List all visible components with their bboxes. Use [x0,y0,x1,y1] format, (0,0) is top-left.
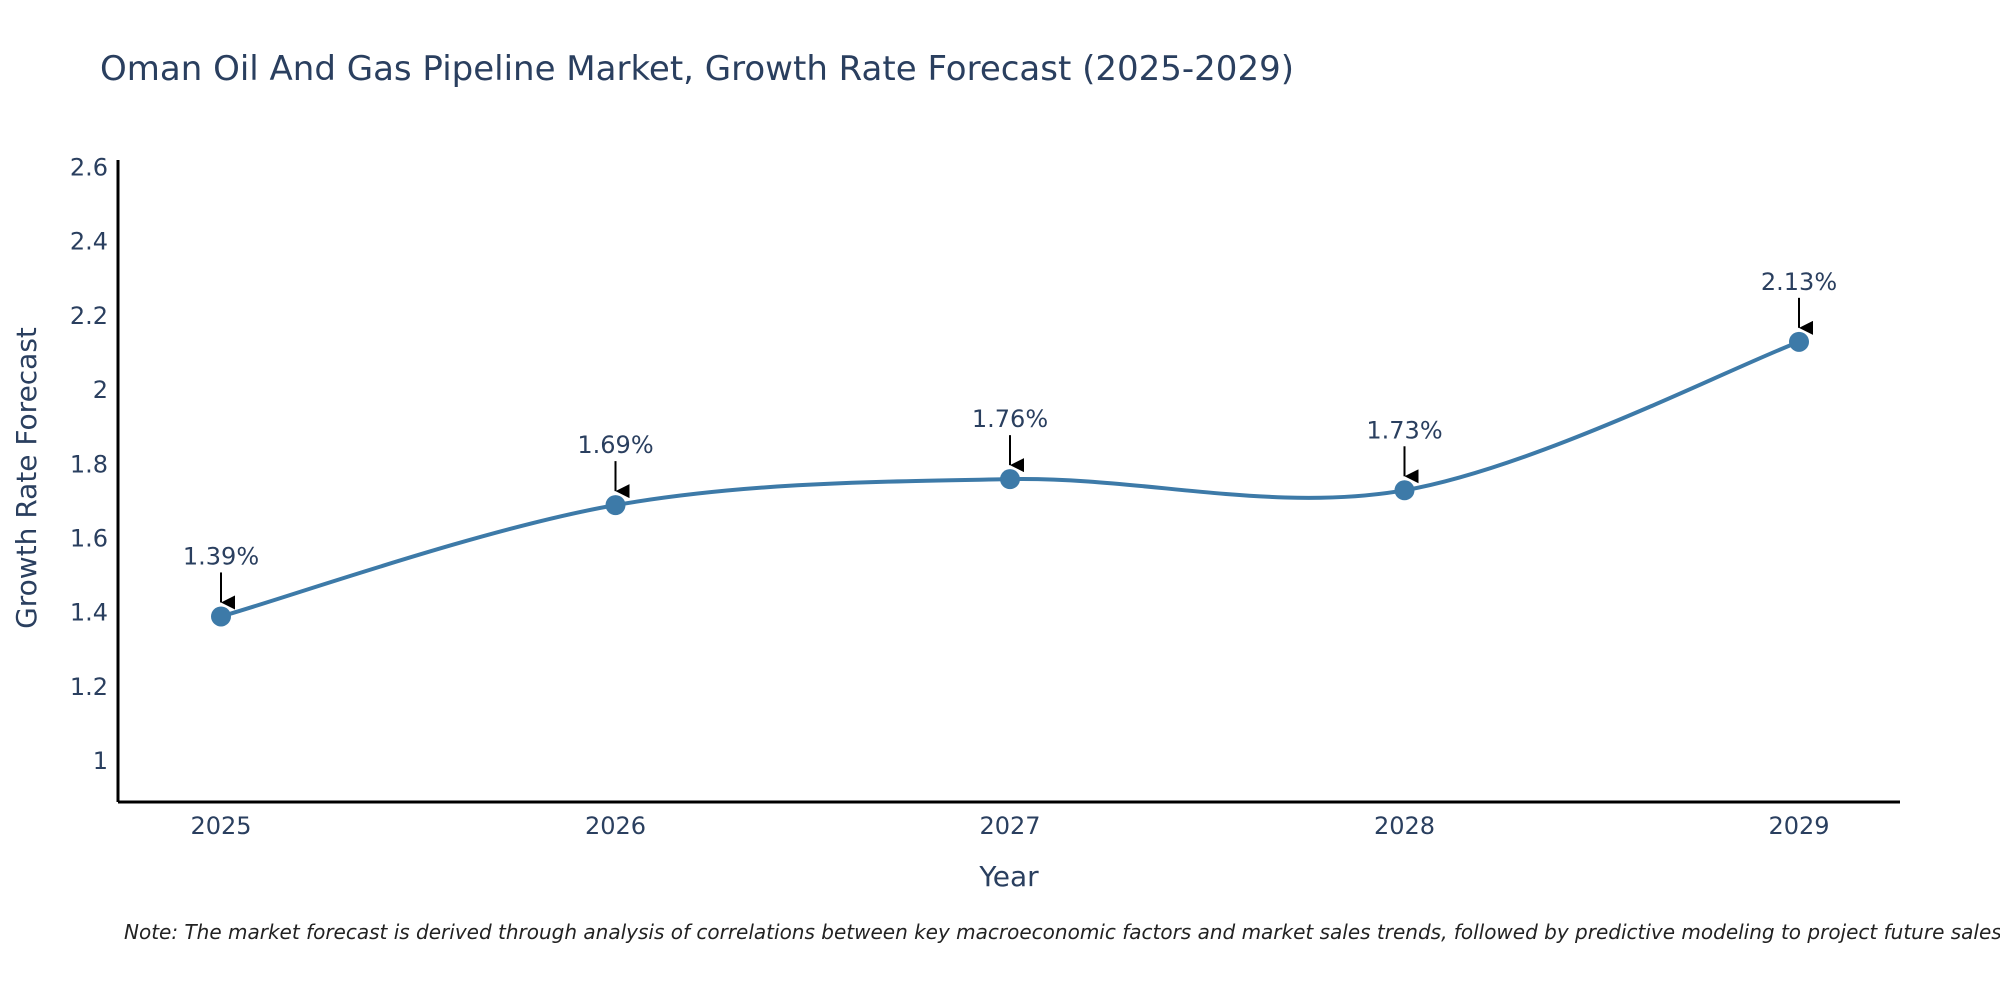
y-tick-label: 1.2 [70,673,108,701]
data-point[interactable] [1394,480,1415,501]
y-tick-label: 1.6 [70,525,108,553]
y-tick-label: 1.8 [70,450,108,478]
x-tick-label: 2027 [979,812,1040,840]
data-label: 1.73% [1366,416,1442,444]
x-tick-label: 2029 [1768,812,1829,840]
data-annotations: 1.39% 1.69% 1.76% 1.73% 2.13% [183,268,1837,610]
x-tick-label: 2028 [1374,812,1435,840]
y-axis-ticks: 1 1.2 1.4 1.6 1.8 2 2.2 2.4 2.6 [70,153,108,775]
y-tick-label: 2.4 [70,228,108,256]
data-point[interactable] [211,606,231,627]
data-point[interactable] [1000,469,1020,490]
data-point[interactable] [1789,331,1809,352]
y-tick-label: 2.6 [70,153,108,181]
x-tick-label: 2026 [585,812,646,840]
y-tick-label: 2.2 [70,302,108,330]
data-label: 2.13% [1761,268,1837,296]
footnote: Note: The market forecast is derived thr… [124,920,2000,944]
data-label: 1.39% [183,542,259,570]
y-axis-title: Growth Rate Forecast [10,327,43,629]
data-label: 1.69% [577,431,653,459]
x-axis-title: Year [978,860,1039,893]
x-tick-label: 2025 [190,812,251,840]
x-axis-ticks: 2025 2026 2027 2028 2029 [190,812,1829,840]
data-label: 1.76% [972,405,1048,433]
y-tick-label: 1 [93,747,108,775]
chart-title: Oman Oil And Gas Pipeline Market, Growth… [100,49,1294,89]
data-point[interactable] [605,495,626,516]
y-tick-label: 2 [93,376,108,404]
y-tick-label: 1.4 [70,599,108,627]
data-markers [211,331,1809,627]
